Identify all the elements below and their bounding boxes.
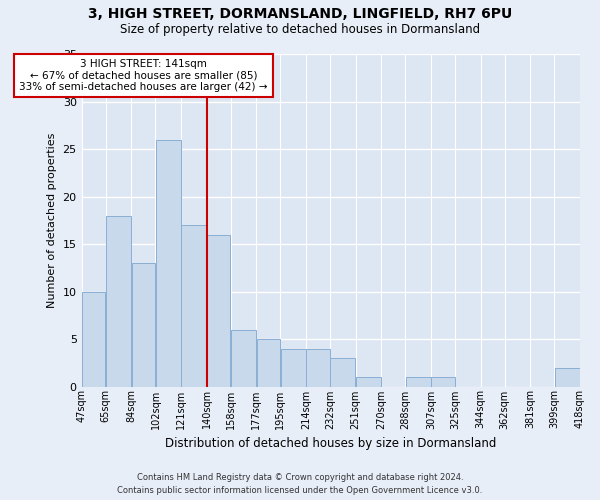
X-axis label: Distribution of detached houses by size in Dormansland: Distribution of detached houses by size … — [165, 437, 496, 450]
Bar — [281, 348, 305, 387]
Bar — [306, 348, 330, 387]
Bar — [82, 292, 106, 386]
Text: 3, HIGH STREET, DORMANSLAND, LINGFIELD, RH7 6PU: 3, HIGH STREET, DORMANSLAND, LINGFIELD, … — [88, 8, 512, 22]
Bar — [257, 339, 280, 386]
Bar — [331, 358, 355, 386]
Bar — [181, 225, 206, 386]
Bar — [406, 377, 431, 386]
Bar — [207, 234, 230, 386]
Text: 3 HIGH STREET: 141sqm
← 67% of detached houses are smaller (85)
33% of semi-deta: 3 HIGH STREET: 141sqm ← 67% of detached … — [19, 59, 268, 92]
Bar — [431, 377, 455, 386]
Bar — [156, 140, 181, 386]
Bar — [131, 263, 155, 386]
Bar — [555, 368, 580, 386]
Y-axis label: Number of detached properties: Number of detached properties — [47, 132, 57, 308]
Bar — [231, 330, 256, 386]
Text: Contains HM Land Registry data © Crown copyright and database right 2024.
Contai: Contains HM Land Registry data © Crown c… — [118, 474, 482, 495]
Bar — [106, 216, 131, 386]
Text: Size of property relative to detached houses in Dormansland: Size of property relative to detached ho… — [120, 22, 480, 36]
Bar — [356, 377, 381, 386]
